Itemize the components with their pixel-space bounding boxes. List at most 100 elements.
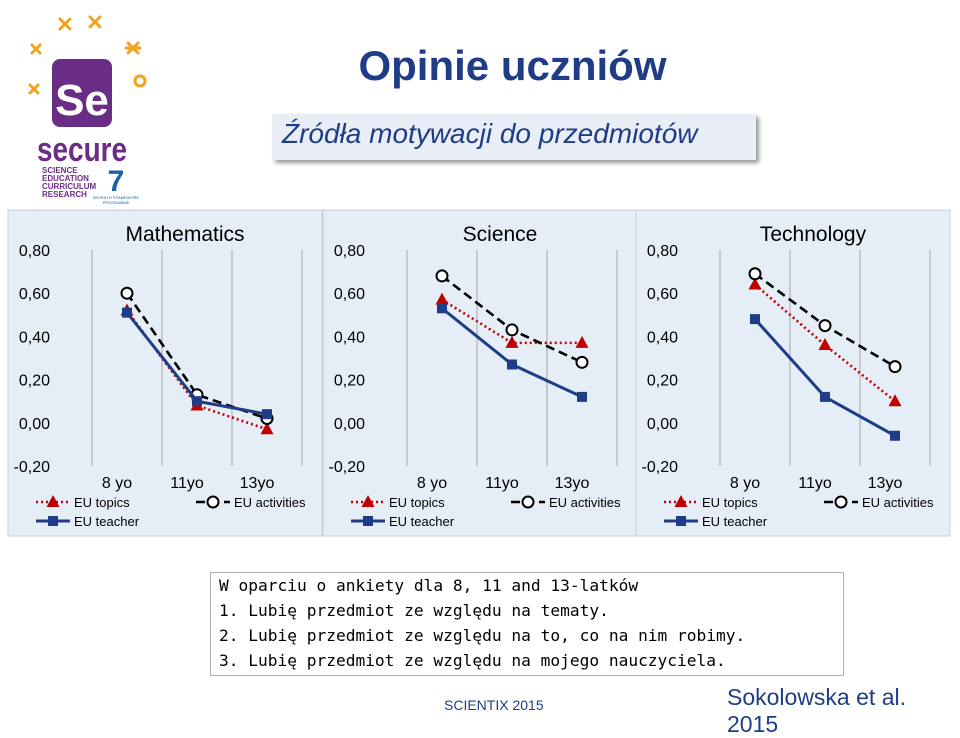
y-tick-label: 0,80: [19, 243, 50, 260]
subtitle: Źródła motywacji do przedmiotów: [282, 118, 698, 149]
data-point: [435, 292, 449, 305]
decorative-sparkles: [28, 15, 142, 95]
legend-marker: [521, 495, 535, 509]
data-point: [575, 355, 589, 369]
legend-marker: [674, 495, 688, 507]
note-line-1: W oparciu o ankiety dla 8, 11 and 13-lat…: [219, 576, 639, 595]
data-point: [120, 286, 134, 300]
legend-marker: [676, 516, 686, 526]
data-point: [750, 314, 760, 325]
chart-title: Technology: [760, 223, 867, 246]
legend-label: EU teacher: [389, 514, 455, 529]
data-point: [888, 394, 902, 407]
fp7-number: 7: [108, 165, 125, 198]
x-tick-label: 13yo: [240, 475, 275, 492]
data-point: [818, 319, 832, 333]
chart-title: Mathematics: [125, 223, 244, 246]
logo-line-2: EDUCATION: [42, 174, 89, 183]
chart-panel: [322, 209, 638, 537]
y-tick-label: 0,40: [19, 329, 50, 346]
y-tick-label: -0,20: [329, 459, 366, 476]
y-tick-label: 0,00: [334, 416, 365, 433]
y-tick-label: 0,20: [334, 373, 365, 390]
legend-label: EU activities: [234, 495, 306, 510]
data-point: [262, 409, 272, 420]
data-point: [505, 335, 519, 348]
data-point: [575, 335, 589, 348]
logo-big-text: Se: [55, 76, 109, 125]
logo-word: secure: [37, 131, 127, 169]
chart-title: Science: [463, 223, 538, 246]
legend-label: EU activities: [549, 495, 621, 510]
data-point: [122, 307, 132, 318]
y-tick-label: 0,60: [334, 286, 365, 303]
legend-label: EU topics: [74, 495, 130, 510]
x-tick-label: 13yo: [555, 475, 590, 492]
data-point: [192, 396, 202, 407]
data-point: [890, 430, 900, 441]
data-point: [577, 391, 587, 402]
x-tick-label: 13yo: [868, 475, 903, 492]
note-line-4: 3. Lubię przedmiot ze względu na mojego …: [219, 651, 726, 670]
charts-area: 0,80 0,60 0,40 0,20 0,00 -0,20 Mathematics 8 yo…: [7, 209, 951, 537]
y-tick-label: 0,60: [647, 286, 678, 303]
y-tick-label: 0,20: [19, 373, 50, 390]
y-tick-label: 0,80: [334, 243, 365, 260]
chart-panel: [635, 209, 951, 537]
note-line-2: 1. Lubię przedmiot ze względu na tematy.: [219, 601, 609, 620]
x-tick-label: 8 yo: [102, 475, 132, 492]
logo-line-1: SCIENCE: [42, 166, 78, 175]
citation: Sokolowska et al. 2015: [727, 684, 906, 737]
legend-label: EU activities: [862, 495, 934, 510]
y-tick-label: 0,80: [647, 243, 678, 260]
data-point: [818, 338, 832, 351]
x-tick-label: 11yo: [170, 475, 204, 492]
secure-logo: Se secure SCIENCE EDUCATION CURRICULUM R…: [28, 15, 147, 205]
fp7-label-2: PROGRAMME: [103, 200, 130, 205]
x-tick-label: 11yo: [798, 475, 832, 492]
data-point: [260, 422, 274, 435]
data-point: [748, 267, 762, 281]
note-line-3: 2. Lubię przedmiot ze względu na to, co …: [219, 626, 746, 645]
legend-label: EU teacher: [74, 514, 140, 529]
note-box: W oparciu o ankiety dla 8, 11 and 13-lat…: [210, 572, 844, 676]
legend-marker: [361, 495, 375, 507]
y-tick-label: 0,40: [647, 329, 678, 346]
data-point: [435, 269, 449, 283]
y-tick-label: 0,00: [647, 416, 678, 433]
x-tick-label: 8 yo: [730, 475, 760, 492]
data-point: [820, 391, 830, 402]
logo-line-3: CURRICULUM: [42, 182, 97, 191]
logo-badge: [52, 59, 112, 127]
logo-line-4: RESEARCH: [42, 190, 87, 199]
chart-3: 0,80 0,60 0,40 0,20 0,00 -0,20 Technology 8 yo 1…: [635, 209, 951, 537]
page-title: Opinie uczniów: [358, 42, 667, 89]
legend-label: EU topics: [702, 495, 758, 510]
data-point: [507, 359, 517, 370]
legend-marker: [834, 495, 848, 509]
chart-panel: [7, 209, 323, 537]
footer-text: SCIENTIX 2015: [444, 697, 544, 713]
x-tick-label: 8 yo: [417, 475, 447, 492]
series-line-1: [754, 283, 896, 403]
legend-marker: [206, 495, 220, 509]
legend-label: EU topics: [389, 495, 445, 510]
legend-label: EU teacher: [702, 514, 768, 529]
y-tick-label: -0,20: [14, 459, 51, 476]
x-tick-label: 11yo: [485, 475, 519, 492]
legend-marker: [363, 516, 373, 526]
y-tick-label: 0,00: [19, 416, 50, 433]
fp7-label-1: SEVENTH FRAMEWORK: [93, 195, 140, 200]
chart-2: 0,80 0,60 0,40 0,20 0,00 -0,20 Science 8 yo 11yo…: [322, 209, 638, 537]
data-point: [748, 277, 762, 290]
y-tick-label: -0,20: [642, 459, 679, 476]
y-tick-label: 0,40: [334, 329, 365, 346]
y-tick-label: 0,20: [647, 373, 678, 390]
legend-marker: [46, 495, 60, 507]
y-tick-label: 0,60: [19, 286, 50, 303]
subtitle-box: Źródła motywacji do przedmiotów: [272, 114, 756, 160]
chart-1: 0,80 0,60 0,40 0,20 0,00 -0,20 Mathematics 8 yo…: [7, 209, 323, 537]
data-point: [505, 323, 519, 337]
data-point: [437, 303, 447, 314]
legend-marker: [48, 516, 58, 526]
